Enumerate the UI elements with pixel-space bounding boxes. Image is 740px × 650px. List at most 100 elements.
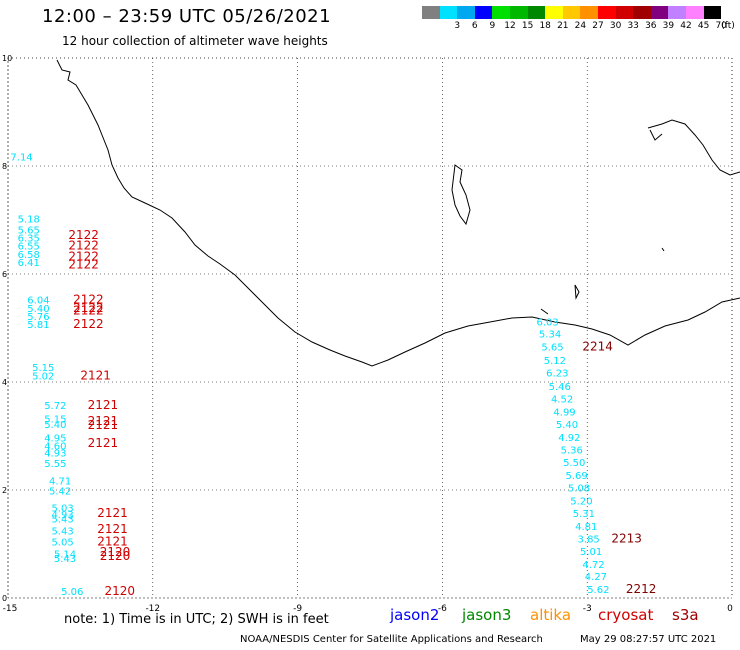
wave-height-value: 5.65: [541, 343, 563, 354]
observation-labels: 7.145.185.656.356.556.586.416.045.405.76…: [10, 153, 656, 598]
pass-time-label: 2122: [73, 301, 104, 315]
pass-time-label: 2121: [80, 368, 111, 382]
wave-height-value: 5.02: [32, 371, 54, 382]
wave-height-value: 4.93: [44, 449, 66, 460]
axis-tick-labels: -15 -12 -9 -6 -3 0 0 2 4 6 8 10: [2, 54, 733, 614]
scale-swatch: [650, 6, 669, 19]
x-tick-label: -9: [293, 604, 302, 614]
wave-height-value: 4.71: [49, 477, 71, 488]
pass-time-label: 2120: [105, 584, 136, 598]
wave-height-value: 5.15: [44, 415, 66, 426]
wave-height-value: 4.60: [44, 442, 66, 453]
pass-time-label: 2214: [582, 340, 613, 354]
scale-swatch: [527, 6, 546, 19]
x-tick-label: -12: [145, 604, 160, 614]
scale-swatch: [703, 6, 722, 19]
wave-height-value: 6.23: [546, 369, 568, 380]
wave-height-value: 5.31: [573, 509, 595, 520]
scale-swatch: [439, 6, 458, 19]
pass-time-label: 2122: [68, 239, 99, 253]
wave-height-value: 4.27: [585, 572, 607, 583]
pass-time-label: 2122: [68, 250, 99, 264]
wave-height-value: 6.58: [18, 250, 40, 261]
wave-height-value: 5.40: [27, 304, 49, 315]
wave-height-value: 5.76: [27, 312, 49, 323]
scale-swatch: [457, 6, 475, 19]
wave-height-value: 4.52: [551, 395, 573, 406]
pass-time-label: 2121: [88, 418, 119, 432]
offshore-island-2: [661, 247, 665, 252]
scale-tick-label: 70: [715, 21, 727, 31]
wave-height-value: 5.62: [587, 585, 609, 596]
wave-height-value: 5.69: [565, 471, 587, 482]
wave-height-value: 5.03: [51, 504, 73, 515]
y-tick-label: 8: [2, 162, 7, 171]
wave-height-value: 6.04: [27, 296, 49, 307]
x-tick-label: -6: [438, 604, 447, 614]
wave-height-value: 5.43: [51, 526, 73, 537]
pass-time-label: 2122: [68, 258, 99, 272]
y-tick-label: 4: [2, 378, 7, 387]
wave-height-value: 5.50: [563, 458, 585, 469]
legend-item-altika: altika: [530, 606, 572, 624]
scale-unit-label: (ft): [721, 21, 735, 31]
scale-swatch: [562, 6, 581, 19]
wave-height-value: 5.43: [51, 514, 73, 525]
west-africa-coastline: [56, 59, 740, 367]
scale-swatch: [474, 6, 493, 19]
scale-tick-label: 21: [557, 21, 569, 31]
legend-item-jason3: jason3: [462, 606, 512, 624]
pass-time-label: 2121: [88, 436, 119, 450]
scale-swatch: [509, 6, 528, 19]
y-tick-label: 2: [2, 486, 7, 495]
scale-swatch: [492, 6, 510, 19]
wave-height-value: 4.95: [44, 433, 66, 444]
pass-time-label: 2121: [97, 506, 128, 520]
wave-height-value: 3.85: [578, 534, 600, 545]
northeast-small-fragment: [649, 129, 663, 141]
pass-time-label: 2120: [100, 549, 131, 563]
pass-time-label: 2120: [100, 545, 131, 559]
pass-time-label: 2121: [88, 414, 119, 428]
pass-time-label: 2122: [73, 317, 104, 331]
color-scale-bar: [422, 6, 722, 19]
page-subtitle: 12 hour collection of altimeter wave hei…: [62, 34, 328, 48]
scale-tick-label: 6: [471, 21, 478, 31]
pass-time-label: 2213: [611, 531, 642, 545]
legend-item-cryosat: cryosat: [598, 606, 654, 624]
pass-time-label: 2212: [626, 582, 657, 596]
lake-volta-outline: [451, 164, 471, 226]
scale-tick-label: 45: [697, 21, 710, 31]
wave-height-value: 4.92: [558, 433, 580, 444]
pass-time-label: 2122: [68, 228, 99, 242]
wave-height-value: 6.35: [18, 234, 40, 245]
wave-height-value: 5.05: [51, 538, 73, 549]
wave-height-value: 5.01: [580, 547, 602, 558]
wave-height-value: 5.34: [539, 330, 561, 341]
y-tick-label: 6: [2, 270, 7, 279]
wave-height-value: 5.18: [18, 215, 40, 226]
wave-height-value: 5.55: [44, 459, 66, 470]
footer-note: note: 1) Time is in UTC; 2) SWH is in fe…: [64, 612, 329, 627]
wave-height-value: 7.14: [10, 153, 32, 164]
wave-height-value: 5.43: [54, 554, 76, 565]
coastline: [56, 59, 740, 367]
wave-height-value: 5.40: [556, 420, 578, 431]
wave-height-value: 4.99: [553, 407, 575, 418]
legend-item-s3a: s3a: [672, 606, 699, 624]
scale-tick-label: 36: [645, 21, 657, 31]
scale-tick-label: 39: [662, 21, 675, 31]
wave-height-value: 6.55: [18, 242, 40, 253]
scale-tick-label: 15: [521, 21, 534, 31]
wave-height-value: 4.72: [582, 560, 604, 571]
scale-tick-label: 18: [539, 21, 551, 31]
scale-tick-label: 9: [489, 21, 496, 31]
wave-height-value: 5.42: [49, 486, 71, 497]
wave-height-value: 5.15: [32, 363, 54, 374]
generation-timestamp: May 29 08:27:57 UTC 2021: [580, 634, 717, 645]
pass-time-label: 2121: [97, 522, 128, 536]
page-title: 12:00 – 23:59 UTC 05/26/2021: [42, 6, 332, 27]
wave-height-value: 5.36: [561, 445, 583, 456]
x-tick-label: -3: [583, 604, 592, 614]
